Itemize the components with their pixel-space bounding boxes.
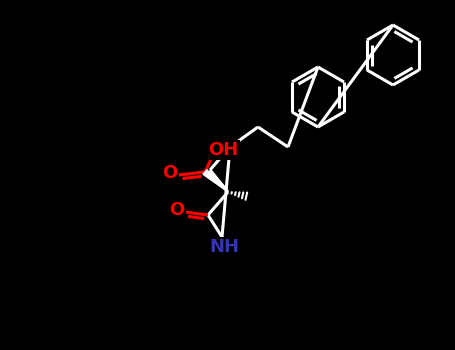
Text: NH: NH <box>209 238 239 256</box>
Text: O: O <box>162 164 177 182</box>
Text: OH: OH <box>208 141 238 159</box>
Polygon shape <box>203 170 228 192</box>
Text: O: O <box>169 201 185 219</box>
